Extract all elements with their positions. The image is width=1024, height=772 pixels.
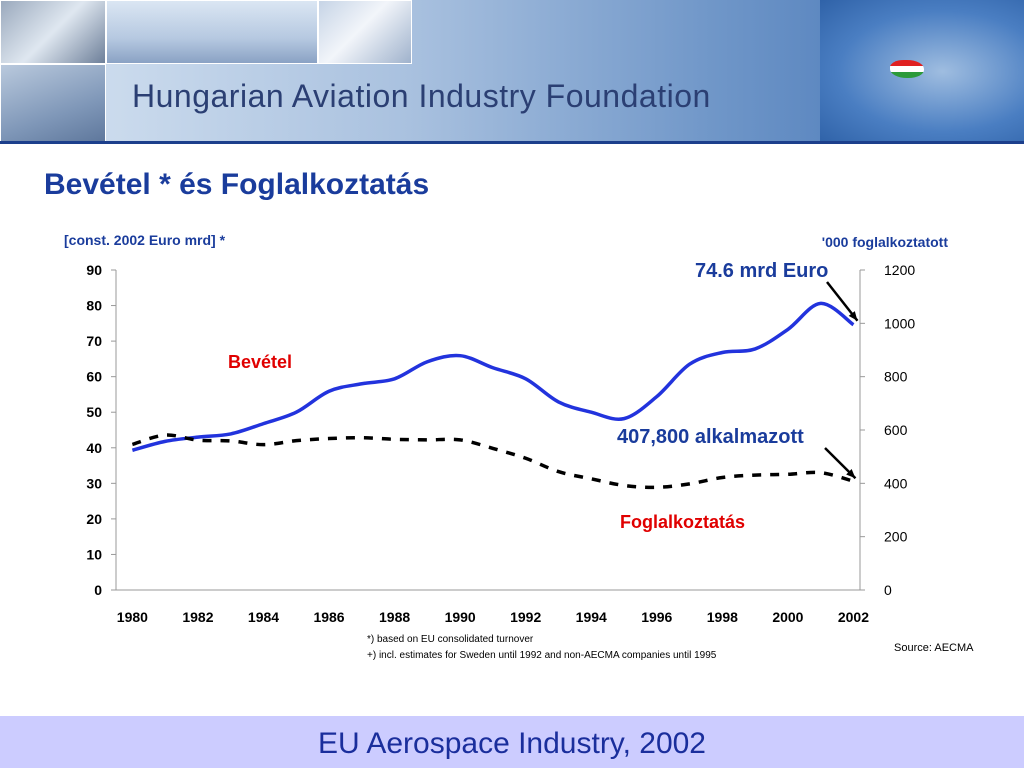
x-tick-label: 2002 bbox=[838, 609, 869, 625]
x-tick-label: 1996 bbox=[641, 609, 672, 625]
x-tick-label: 1986 bbox=[313, 609, 344, 625]
left-tick-label: 70 bbox=[86, 333, 102, 349]
left-tick-label: 90 bbox=[86, 262, 102, 278]
footer-title: EU Aerospace Industry, 2002 bbox=[317, 727, 706, 760]
right-tick-label: 600 bbox=[884, 422, 908, 438]
left-tick-label: 10 bbox=[86, 546, 102, 562]
left-tick-label: 40 bbox=[86, 440, 102, 456]
worker-photo bbox=[0, 64, 106, 143]
engine-photo bbox=[0, 0, 106, 64]
right-tick-label: 1200 bbox=[884, 262, 915, 278]
left-tick-label: 60 bbox=[86, 369, 102, 385]
revenue-callout-arrow-head bbox=[848, 311, 858, 321]
employment-callout-arrow-head bbox=[846, 468, 856, 479]
x-tick-label: 1994 bbox=[576, 609, 607, 625]
x-tick-label: 1980 bbox=[117, 609, 148, 625]
footer-bar: EU Aerospace Industry, 2002 bbox=[0, 716, 1024, 768]
left-tick-label: 80 bbox=[86, 298, 102, 314]
x-tick-label: 1982 bbox=[182, 609, 213, 625]
right-tick-label: 0 bbox=[884, 582, 892, 598]
revenue-callout: 74.6 mrd Euro bbox=[695, 260, 828, 282]
right-axis-label: '000 foglalkoztatott bbox=[822, 234, 949, 250]
tool-photo bbox=[318, 0, 412, 64]
revenue-series-label: Bevétel bbox=[228, 352, 292, 372]
chart: 0 10 20 30 40 50 60 70 80 90 0 200 400 600 800 1000 1200… bbox=[64, 232, 949, 625]
hungary-flag-icon bbox=[890, 60, 924, 78]
footnotes: *) based on EU consolidated turnover +) … bbox=[367, 632, 716, 664]
left-tick-label: 0 bbox=[94, 582, 102, 598]
header-banner: Hungarian Aviation Industry Foundation bbox=[0, 0, 1024, 143]
footnote-2: +) incl. estimates for Sweden until 1992… bbox=[367, 650, 717, 661]
source-note: Source: AECMA bbox=[894, 642, 974, 654]
footnote-1: *) based on EU consolidated turnover bbox=[367, 634, 534, 645]
employment-series-label: Foglalkoztatás bbox=[620, 512, 745, 532]
left-tick-label: 20 bbox=[86, 511, 102, 527]
left-tick-label: 50 bbox=[86, 404, 102, 420]
right-tick-label: 800 bbox=[884, 369, 908, 385]
left-tick-label: 30 bbox=[86, 475, 102, 491]
x-tick-label: 1990 bbox=[445, 609, 476, 625]
right-tick-label: 1000 bbox=[884, 315, 915, 331]
revenue-line bbox=[131, 301, 855, 452]
right-tick-label: 200 bbox=[884, 529, 908, 545]
banner-divider bbox=[0, 141, 1024, 144]
x-tick-label: 1984 bbox=[248, 609, 279, 625]
x-tick-label: 1998 bbox=[707, 609, 738, 625]
right-tick-label: 400 bbox=[884, 475, 908, 491]
x-tick-label: 1992 bbox=[510, 609, 541, 625]
aircraft-photo bbox=[106, 0, 318, 64]
employment-callout: 407,800 alkalmazott bbox=[617, 426, 804, 448]
employment-line bbox=[131, 433, 854, 490]
page-title: Bevétel * és Foglalkoztatás bbox=[44, 168, 430, 201]
banner-title: Hungarian Aviation Industry Foundation bbox=[132, 78, 711, 114]
left-axis-label: [const. 2002 Euro mrd] * bbox=[64, 232, 226, 248]
x-tick-label: 2000 bbox=[772, 609, 803, 625]
x-tick-label: 1988 bbox=[379, 609, 410, 625]
